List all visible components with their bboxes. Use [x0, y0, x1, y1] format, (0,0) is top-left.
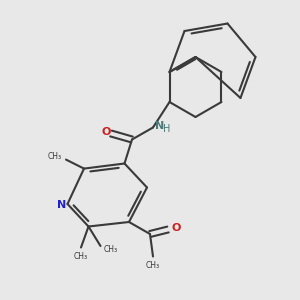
Text: CH₃: CH₃: [103, 244, 118, 253]
Text: N: N: [154, 121, 164, 131]
Text: H: H: [164, 124, 171, 134]
Text: CH₃: CH₃: [74, 252, 88, 261]
Text: O: O: [102, 127, 111, 137]
Text: CH₃: CH₃: [47, 152, 61, 161]
Text: O: O: [171, 223, 180, 233]
Text: N: N: [58, 200, 67, 211]
Text: CH₃: CH₃: [146, 261, 160, 270]
